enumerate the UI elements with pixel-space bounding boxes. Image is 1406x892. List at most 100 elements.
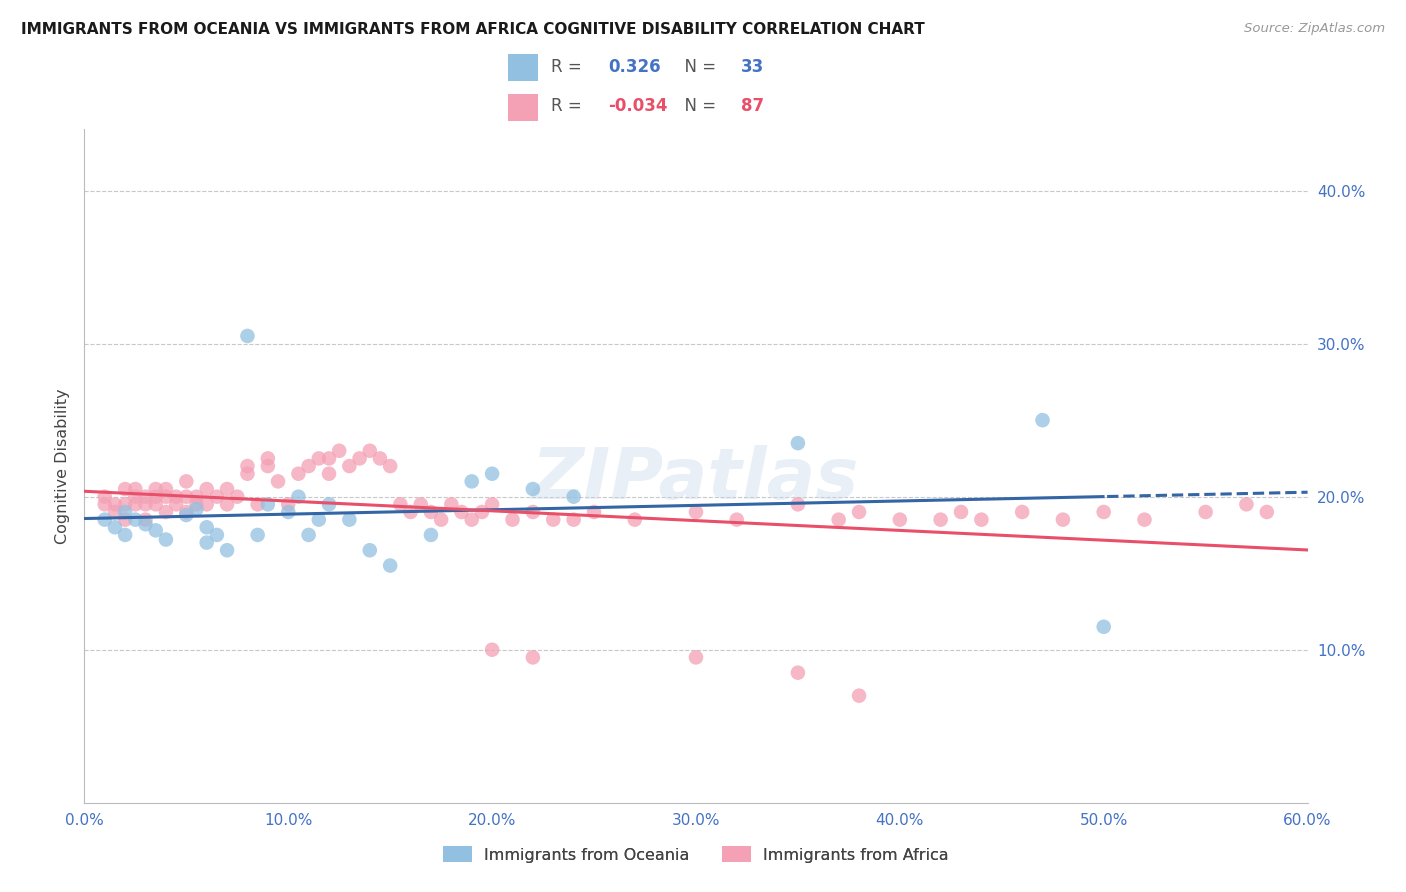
Point (145, 497, 167, 511)
Point (124, 482, 146, 496)
Point (1133, 513, 1156, 527)
Text: Source: ZipAtlas.com: Source: ZipAtlas.com (1244, 22, 1385, 36)
Point (186, 490, 208, 504)
Point (481, 497, 503, 511)
Point (135, 517, 157, 532)
Point (1092, 620, 1115, 634)
Point (155, 505, 177, 519)
Point (226, 490, 249, 504)
Point (186, 497, 208, 511)
Point (114, 505, 136, 519)
Point (135, 497, 157, 511)
Point (368, 451, 391, 466)
Point (349, 451, 371, 466)
Point (145, 524, 167, 538)
Point (104, 505, 127, 519)
Text: 33: 33 (741, 59, 765, 77)
Point (155, 482, 177, 496)
Point (186, 502, 208, 516)
Point (93, 490, 115, 504)
Point (787, 436, 810, 450)
Point (562, 513, 585, 527)
Point (481, 642, 503, 657)
Point (114, 497, 136, 511)
Text: 87: 87 (741, 97, 763, 115)
Point (114, 528, 136, 542)
Point (277, 505, 299, 519)
Point (339, 513, 361, 527)
Point (236, 329, 259, 343)
Point (1256, 505, 1278, 519)
Point (174, 475, 197, 489)
Point (257, 458, 280, 473)
Point (257, 451, 280, 466)
Point (236, 458, 259, 473)
Point (205, 490, 228, 504)
Point (205, 528, 228, 542)
Point (461, 513, 484, 527)
Point (828, 513, 851, 527)
Point (543, 513, 565, 527)
Point (562, 490, 585, 504)
Text: -0.034: -0.034 (607, 97, 668, 115)
Point (195, 497, 218, 511)
Point (1195, 505, 1218, 519)
Point (145, 490, 167, 504)
Point (124, 490, 146, 504)
Point (929, 513, 952, 527)
Point (970, 513, 993, 527)
Point (93, 513, 115, 527)
Point (318, 497, 340, 511)
Point (155, 533, 177, 547)
Point (583, 505, 606, 519)
Point (389, 497, 412, 511)
Point (165, 497, 187, 511)
Point (174, 505, 197, 519)
Point (461, 475, 484, 489)
Point (328, 443, 350, 458)
Point (114, 482, 136, 496)
Point (165, 490, 187, 504)
Point (522, 482, 544, 496)
Point (195, 520, 218, 534)
Point (277, 497, 299, 511)
Point (450, 505, 472, 519)
Point (135, 513, 157, 527)
Point (246, 497, 269, 511)
Point (787, 665, 810, 680)
Point (145, 482, 167, 496)
Point (104, 520, 127, 534)
Point (174, 490, 197, 504)
Point (155, 490, 177, 504)
Point (217, 543, 239, 558)
Point (481, 467, 503, 481)
Point (287, 467, 309, 481)
Text: N =: N = (675, 97, 721, 115)
Point (440, 497, 463, 511)
Point (124, 513, 146, 527)
Point (114, 513, 136, 527)
Point (298, 458, 321, 473)
Point (135, 490, 157, 504)
Point (471, 505, 494, 519)
Text: IMMIGRANTS FROM OCEANIA VS IMMIGRANTS FROM AFRICA COGNITIVE DISABILITY CORRELATI: IMMIGRANTS FROM OCEANIA VS IMMIGRANTS FR… (21, 22, 925, 37)
Point (848, 689, 870, 703)
Point (195, 482, 218, 496)
Point (267, 475, 290, 489)
Point (725, 513, 748, 527)
Point (685, 650, 707, 665)
Bar (508, 54, 538, 81)
Point (287, 490, 309, 504)
Point (624, 513, 647, 527)
Point (1236, 497, 1258, 511)
Point (950, 505, 973, 519)
Text: R =: R = (551, 59, 586, 77)
Point (174, 508, 197, 522)
Text: R =: R = (551, 97, 586, 115)
Point (399, 505, 422, 519)
Text: 0.326: 0.326 (607, 59, 661, 77)
Point (318, 451, 340, 466)
Point (1011, 505, 1033, 519)
Point (104, 497, 127, 511)
Point (685, 505, 707, 519)
